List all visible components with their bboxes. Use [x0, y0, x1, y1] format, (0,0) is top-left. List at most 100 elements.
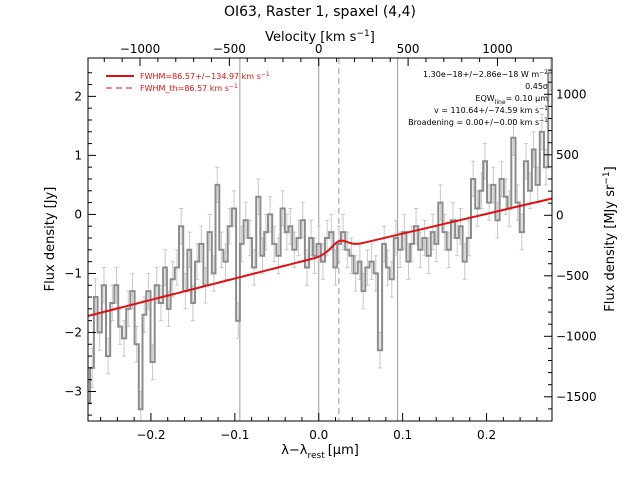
data-point	[484, 160, 486, 162]
top-tick-label: −1000	[120, 42, 161, 56]
data-point	[143, 314, 145, 316]
data-point	[362, 290, 364, 292]
data-point	[220, 249, 223, 251]
data-point	[107, 355, 109, 357]
data-point	[371, 261, 373, 263]
data-point	[261, 255, 264, 257]
data-point	[172, 278, 174, 280]
data-point	[386, 266, 389, 269]
data-point	[395, 237, 397, 239]
annotation-flux: 1.30e−18+/−2.86e−18 W m−2	[423, 69, 548, 79]
data-point	[94, 296, 97, 298]
top-tick-label: −500	[213, 42, 246, 56]
data-point	[525, 160, 527, 162]
right-tick-label: −500	[556, 269, 589, 283]
data-point	[529, 190, 531, 192]
data-point	[115, 284, 118, 286]
y-tick-label: −2	[64, 325, 82, 339]
data-point	[282, 207, 284, 210]
data-point	[391, 278, 393, 280]
x-tick-label: 0.2	[477, 428, 496, 442]
data-point	[428, 255, 430, 257]
data-point	[452, 219, 454, 221]
y-axis-label-left: Flux density [Jy]	[43, 187, 58, 292]
data-point	[156, 284, 158, 286]
data-point	[342, 231, 344, 233]
data-point	[302, 219, 304, 221]
right-tick-label: 500	[556, 148, 579, 162]
data-point	[257, 196, 259, 198]
data-point	[310, 237, 312, 239]
x-tick-label: −0.2	[136, 428, 165, 442]
data-point	[249, 237, 251, 239]
data-point	[111, 302, 113, 304]
data-point	[298, 237, 300, 239]
annotation-eqw: EQWline= 0.10 μm	[475, 94, 548, 106]
y-tick-label: 0	[74, 207, 82, 221]
data-point	[213, 272, 215, 275]
data-point	[439, 202, 442, 204]
data-point	[180, 225, 182, 227]
data-point	[472, 178, 474, 180]
data-point	[306, 266, 308, 269]
fit-annotations: 1.30e−18+/−2.86e−18 W m−2 0.45σ EQWline=…	[408, 69, 548, 127]
data-point	[464, 261, 466, 263]
data-point	[326, 237, 328, 239]
data-point	[136, 343, 138, 345]
right-tick-label: −1500	[556, 390, 597, 404]
data-point	[334, 266, 337, 269]
data-point	[432, 231, 434, 233]
data-point	[512, 137, 515, 139]
top-tick-label: 1000	[482, 42, 513, 56]
top-axis-label: Velocity [km s−1]	[265, 29, 375, 45]
data-point	[359, 261, 361, 263]
data-point	[532, 148, 535, 151]
x-axis-label: λ−λrest [μm]	[281, 443, 359, 461]
top-tick-label: 0	[315, 42, 323, 56]
data-point	[476, 207, 478, 210]
data-point	[488, 202, 490, 204]
data-point	[225, 261, 227, 263]
data-point	[350, 255, 353, 257]
data-point	[103, 284, 105, 286]
x-tick-label: 0.0	[309, 428, 328, 442]
data-series	[88, 71, 552, 411]
y-tick-label: −3	[64, 384, 82, 398]
data-point	[289, 225, 291, 227]
y-axis-label-right: Flux density [MJy sr−1]	[602, 166, 618, 311]
data-point	[468, 237, 470, 239]
data-point	[240, 243, 243, 245]
data-point	[459, 225, 462, 227]
data-point	[322, 261, 324, 263]
data-point	[277, 255, 280, 257]
data-point	[233, 207, 235, 210]
chart-title: OI63, Raster 1, spaxel (4,4)	[224, 4, 416, 20]
data-point	[140, 408, 142, 410]
x-tick-label: 0.1	[393, 428, 412, 442]
data-point	[164, 266, 166, 269]
data-point	[501, 178, 503, 180]
data-point	[196, 261, 198, 263]
right-tick-label: 0	[556, 208, 564, 222]
data-point	[313, 255, 316, 257]
data-point	[545, 166, 547, 168]
data-point	[216, 184, 218, 186]
data-point	[123, 337, 125, 339]
data-point	[176, 266, 178, 269]
data-point	[444, 231, 446, 233]
y-tick-label: −1	[64, 266, 82, 280]
data-point	[549, 72, 551, 74]
y-tick-label: 2	[74, 89, 82, 103]
data-point	[435, 243, 437, 245]
data-point	[237, 320, 239, 322]
data-point	[456, 237, 458, 239]
fit-curve	[88, 197, 552, 317]
data-point	[269, 213, 271, 216]
data-point	[383, 243, 385, 245]
data-point	[411, 243, 413, 245]
data-point	[505, 196, 507, 198]
data-point	[366, 266, 369, 269]
data-point	[355, 272, 357, 275]
data-point	[516, 202, 519, 204]
